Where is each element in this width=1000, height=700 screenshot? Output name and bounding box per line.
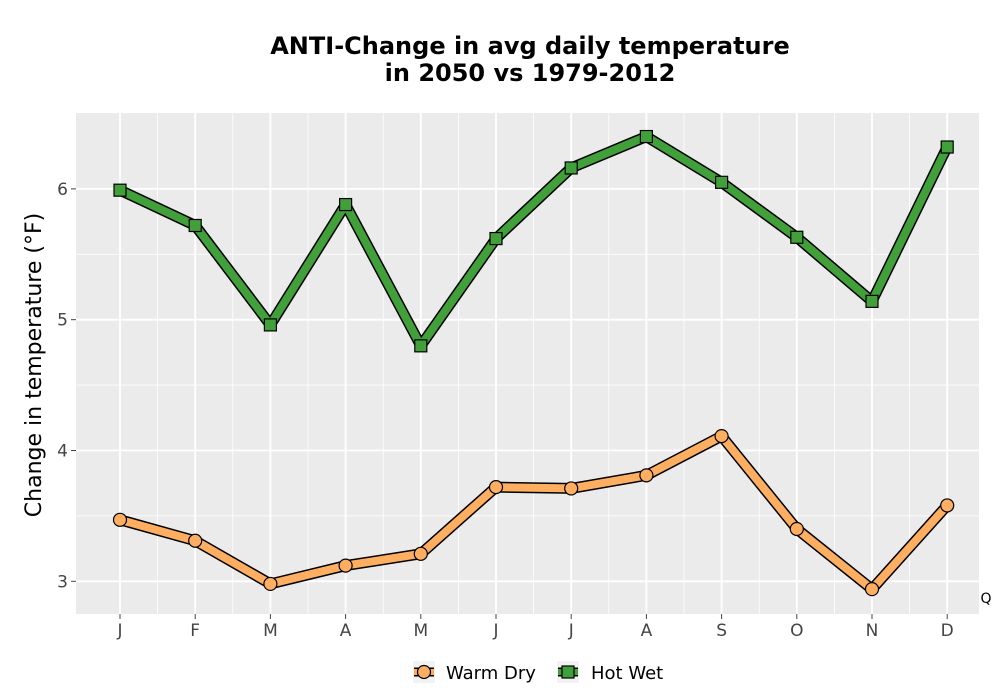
data-point [188,218,202,233]
data-point [714,428,729,444]
series-warm-dry [112,428,955,597]
legend-marker [561,665,575,679]
data-point [339,197,353,212]
data-point [338,558,353,573]
data-point [413,546,428,561]
y-tick-label: 6 [57,180,68,200]
corner-annotation: Q [980,591,991,607]
data-point [414,339,428,353]
legend-label: Warm Dry [446,663,536,684]
plot-panel [76,113,979,614]
series-line [116,432,952,594]
x-tick-label: M [413,621,428,641]
series-line [116,132,952,350]
legend-label: Hot Wet [591,663,663,684]
data-point [263,576,278,592]
x-tick-label: A [641,621,653,641]
data-point [790,230,804,244]
legend: Warm Dry Hot Wet [413,661,663,684]
legend-item: Warm Dry [413,661,536,684]
x-tick-label: N [866,621,879,641]
x-tick-label: J [492,621,498,641]
y-tick-label: 5 [57,311,68,331]
chart-title-line-1: ANTI-Change in avg daily temperature [270,32,790,60]
legend-item: Hot Wet [557,661,663,684]
data-point [488,480,504,495]
x-tick-label: J [116,621,122,641]
x-tick-label: M [263,621,278,641]
series-layer [112,129,955,597]
data-point [263,318,277,332]
x-tick-label: O [790,621,803,641]
x-tick-label: A [340,621,352,641]
data-point [940,140,954,154]
series-hot-wet [113,129,954,353]
data-point [188,533,203,548]
data-point [112,512,128,527]
data-point [489,231,503,246]
data-point [564,481,579,496]
data-point [714,175,729,189]
x-tick-label: D [941,621,954,641]
data-point [940,498,955,513]
legend-marker [416,664,432,680]
y-tick-label: 3 [57,572,68,592]
data-point [864,582,880,597]
data-point [865,294,879,308]
x-tick-label: F [190,621,200,641]
x-tick-label: J [568,621,574,641]
data-point [789,521,804,537]
data-point [639,129,654,144]
y-axis-label: Change in temperature (°F) [22,213,47,517]
y-axis-ticks: 3 4 5 6 [57,180,76,592]
x-tick-label: S [716,621,727,641]
y-tick-label: 4 [57,441,68,461]
data-point [639,468,654,483]
data-point [564,161,578,175]
chart-title-line-2: in 2050 vs 1979-2012 [385,59,676,87]
data-point [113,183,127,197]
